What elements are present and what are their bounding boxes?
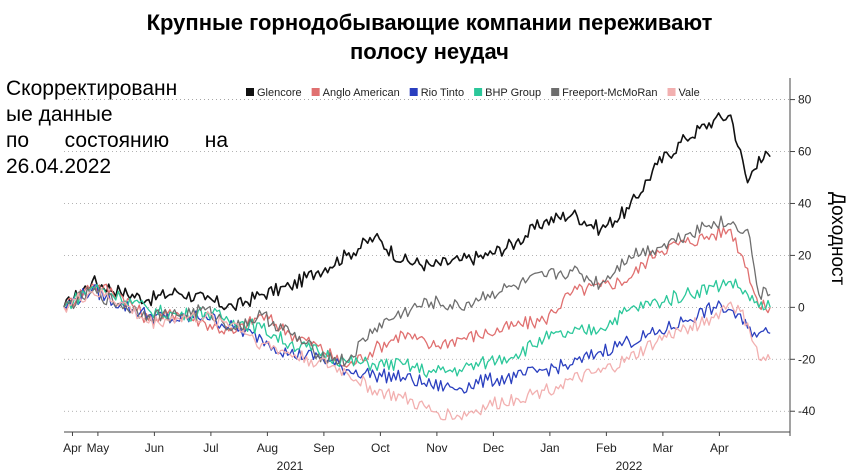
legend-label: Rio Tinto <box>421 87 464 99</box>
y-tick-label: -20 <box>798 352 816 366</box>
x-year-label: 2022 <box>616 459 643 473</box>
grid-layer <box>64 99 790 412</box>
x-tick-label: Jun <box>145 441 164 455</box>
x-tick-label: Sep <box>313 441 335 455</box>
x-tick-label: Aug <box>257 441 278 455</box>
x-tick-label: Feb <box>596 441 617 455</box>
legend-swatch <box>474 88 483 96</box>
x-tick-label: Jan <box>540 441 559 455</box>
title-line-1: Крупные горнодобывающие компании пережив… <box>146 10 713 35</box>
legend-swatch <box>667 88 676 96</box>
legend: Glencore Anglo American Rio Tinto BHP Group… <box>246 87 700 99</box>
legend-label: BHP Group <box>485 87 541 99</box>
x-tick-label: Oct <box>371 441 390 455</box>
y-tick-label: 40 <box>798 196 812 210</box>
y-tick-label: -40 <box>798 404 816 418</box>
x-tick-label: Jul <box>203 441 218 455</box>
legend-swatch <box>246 88 254 96</box>
legend-swatch <box>409 88 418 96</box>
y-tick-label: 0 <box>798 300 805 314</box>
y-axis-label: Доходност <box>807 192 859 346</box>
axis-layer: 80 60 40 20 0 -20 -40 Apr May Jun Jul Aug Sep Oct Nov D… <box>63 78 816 473</box>
x-tick-label: Apr <box>63 441 82 455</box>
legend-label: Freeport-McMoRan <box>562 87 657 99</box>
y-tick-label: 20 <box>798 248 812 262</box>
note-line-3: по состоянию на <box>6 129 228 152</box>
note-line-4: 26.04.2022 <box>6 155 112 178</box>
y-tick-label: 80 <box>798 93 812 107</box>
x-tick-label: Apr <box>710 441 729 455</box>
series-line-vale <box>63 287 771 421</box>
series-line-freeport-mcmoran <box>63 215 771 367</box>
x-tick-label: Dec <box>483 441 504 455</box>
legend-swatch <box>551 88 560 96</box>
y-axis-label-text: Доходност <box>827 192 848 286</box>
legend-swatch <box>311 88 320 96</box>
x-tick-label: May <box>87 441 110 455</box>
x-tick-label: Nov <box>426 441 447 455</box>
legend-label: Vale <box>679 87 700 99</box>
y-tick-label: 60 <box>798 145 812 159</box>
x-tick-label: Mar <box>653 441 674 455</box>
series-line-glencore <box>63 112 771 312</box>
series-layer <box>63 112 771 421</box>
title-line-2: полосу неудач <box>350 39 509 64</box>
note-line-1: Скорректированн <box>6 77 178 100</box>
legend-label: Glencore <box>257 87 302 99</box>
series-line-anglo-american <box>63 226 771 368</box>
series-line-bhp-group <box>63 278 771 378</box>
x-year-label: 2021 <box>277 459 304 473</box>
legend-label: Anglo American <box>323 87 400 99</box>
note-line-2: ые данные <box>6 103 113 126</box>
adjusted-data-note: Скорректированн ые данные по состоянию н… <box>6 76 228 180</box>
page-title: Крупные горнодобывающие компании пережив… <box>0 8 859 66</box>
